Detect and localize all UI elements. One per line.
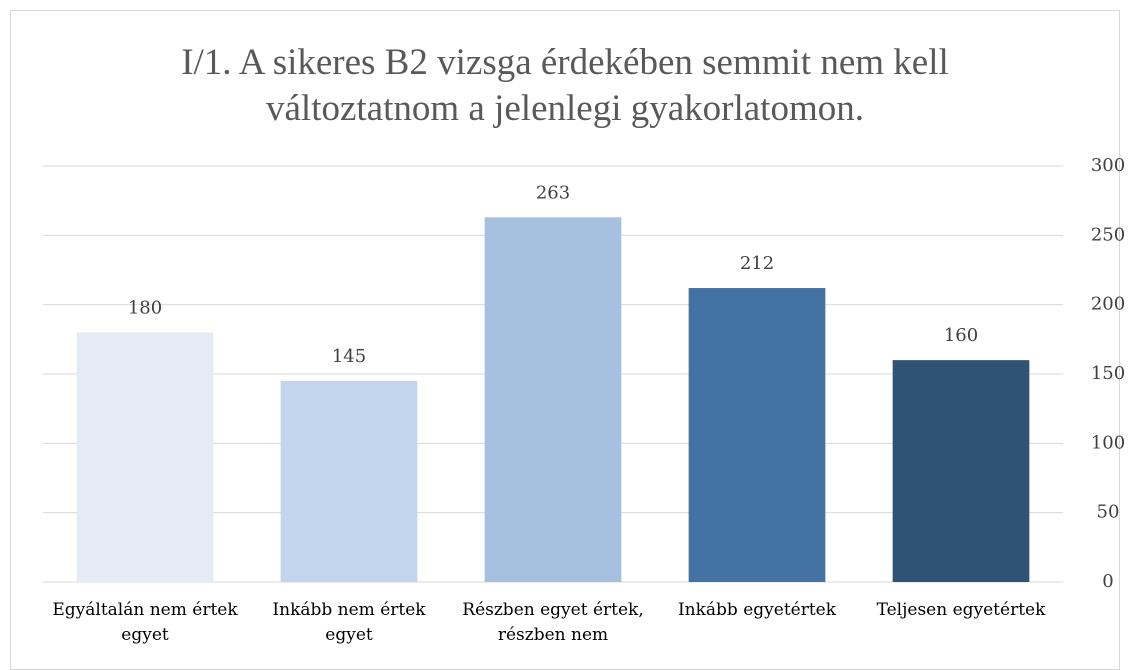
y-tick-label: 0 [1102, 571, 1113, 592]
data-label: 160 [944, 325, 978, 346]
data-label: 263 [536, 182, 570, 203]
x-tick-label: Egyáltalán nem értek egyet [52, 600, 238, 645]
x-tick-label: Inkább nem értek egyet [272, 600, 426, 645]
x-tick-label: Inkább egyetértek [677, 600, 837, 620]
y-tick-label: 50 [1097, 502, 1120, 523]
bar [688, 288, 826, 582]
y-tick-label: 150 [1091, 363, 1125, 384]
y-tick-label: 200 [1091, 294, 1125, 315]
chart-title: I/1. A sikeres B2 vizsga érdekében semmi… [181, 42, 949, 129]
bar [484, 217, 622, 582]
data-label: 180 [128, 297, 162, 318]
data-label: 212 [740, 253, 774, 274]
bar [76, 332, 214, 582]
bar [280, 380, 418, 582]
data-label: 145 [332, 346, 366, 367]
x-tick-label: Teljesen egyetértek [876, 600, 1046, 620]
y-tick-label: 300 [1091, 155, 1125, 176]
y-tick-label: 250 [1091, 224, 1125, 245]
y-tick-label: 100 [1091, 432, 1125, 453]
x-tick-label: Részben egyet értek, részben nem [462, 600, 644, 645]
bar [892, 360, 1030, 582]
